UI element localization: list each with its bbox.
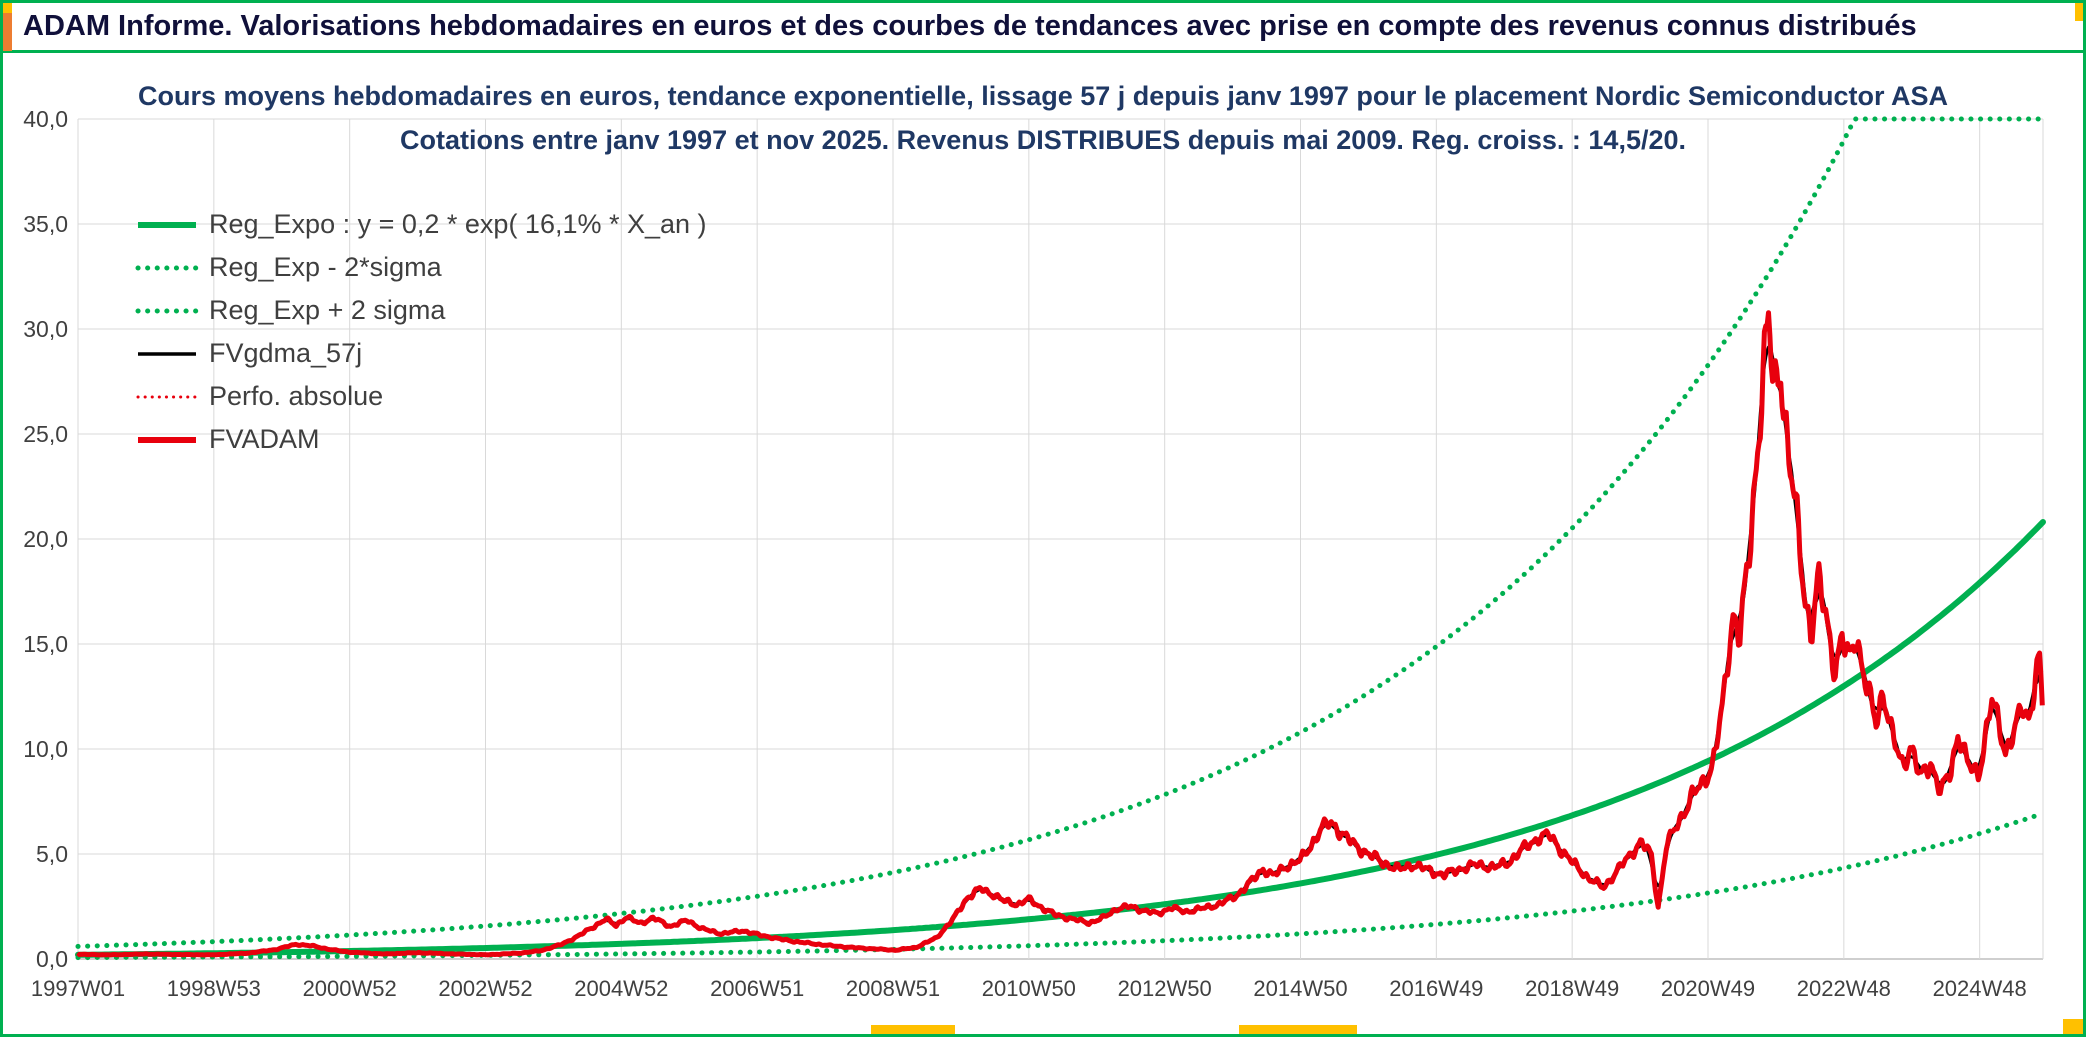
- report-header: ADAM Informe. Valorisations hebdomadaire…: [3, 3, 2083, 53]
- x-tick-label: 2018W49: [1525, 976, 1619, 1001]
- legend-label: Reg_Exp - 2*sigma: [209, 252, 442, 282]
- legend-label: FVADAM: [209, 424, 320, 454]
- legend-item: Reg_Exp + 2 sigma: [135, 289, 707, 332]
- y-tick-label: 15,0: [23, 631, 68, 657]
- series-reg-minus-2sigma: [75, 810, 2046, 961]
- legend-item: Reg_Exp - 2*sigma: [135, 246, 707, 289]
- legend-label: Perfo. absolue: [209, 381, 384, 411]
- accent-bottom-strip-1: [871, 1025, 955, 1034]
- x-tick-label: 2010W50: [982, 976, 1076, 1001]
- gridlines: [77, 118, 2044, 960]
- y-tick-label: 20,0: [23, 526, 68, 552]
- legend-swatch-line: [136, 395, 198, 398]
- legend-label: Reg_Exp + 2 sigma: [209, 295, 446, 325]
- y-tick-label: 30,0: [23, 316, 68, 342]
- chart-title-line1: Cours moyens hebdomadaires en euros, ten…: [137, 81, 1949, 111]
- x-tick-label: 2006W51: [710, 976, 804, 1001]
- x-tick-label: 2024W48: [1933, 976, 2027, 1001]
- chart-plot: 0,0 5,0 10,0 15,0 20,0 25,0 30,0 35,0 40,0 1997W0…: [23, 106, 2046, 1001]
- y-tick-label: 25,0: [23, 421, 68, 447]
- legend-swatch-line: [135, 308, 199, 313]
- x-tick-label: 2022W48: [1797, 976, 1891, 1001]
- x-tick-label: 2020W49: [1661, 976, 1755, 1001]
- legend-label: Reg_Expo : y = 0,2 * exp( 16,1% * X_an ): [209, 209, 707, 239]
- y-tick-label: 0,0: [36, 946, 68, 972]
- accent-bottom-strip-2: [1239, 1025, 1357, 1034]
- y-tick-label: 10,0: [23, 736, 68, 762]
- legend-swatch-line: [138, 351, 196, 356]
- legend-swatch-line: [135, 265, 199, 270]
- legend-label: FVgdma_57j: [209, 338, 363, 368]
- x-tick-label: 2014W50: [1253, 976, 1347, 1001]
- report-title: ADAM Informe. Valorisations hebdomadaire…: [23, 10, 1917, 42]
- x-tick-label: 2016W49: [1389, 976, 1483, 1001]
- accent-top-left-orange: [3, 13, 12, 51]
- legend-item: FVADAM: [135, 418, 707, 461]
- x-tick-label: 2000W52: [303, 976, 397, 1001]
- x-tick-label: 2012W50: [1118, 976, 1212, 1001]
- chart-title-line2: Cotations entre janv 1997 et nov 2025. R…: [399, 125, 1686, 155]
- legend-item: FVgdma_57j: [135, 332, 707, 375]
- x-tick-label: 2002W52: [438, 976, 532, 1001]
- x-tick-label: 1998W53: [167, 976, 261, 1001]
- legend-swatch-line: [138, 221, 196, 228]
- legend-item: Reg_Expo : y = 0,2 * exp( 16,1% * X_an ): [135, 203, 707, 246]
- legend-swatch-line: [138, 436, 196, 443]
- accent-top-right: [2075, 3, 2083, 21]
- x-tick-label: 1997W01: [31, 976, 125, 1001]
- x-tick-label: 2004W52: [574, 976, 668, 1001]
- series-reg-plus-2sigma: [75, 116, 2046, 949]
- series-reg-expo: [75, 519, 2046, 958]
- y-tick-label: 35,0: [23, 211, 68, 237]
- accent-top-left-yellow: [3, 3, 12, 13]
- chart-legend: Reg_Expo : y = 0,2 * exp( 16,1% * X_an )…: [135, 203, 707, 461]
- legend-item: Perfo. absolue: [135, 375, 707, 418]
- accent-bottom-right: [2063, 1019, 2083, 1034]
- series-fvadam: [76, 310, 2045, 958]
- y-tick-label: 40,0: [23, 106, 68, 132]
- x-tick-label: 2008W51: [846, 976, 940, 1001]
- y-tick-label: 5,0: [36, 841, 68, 867]
